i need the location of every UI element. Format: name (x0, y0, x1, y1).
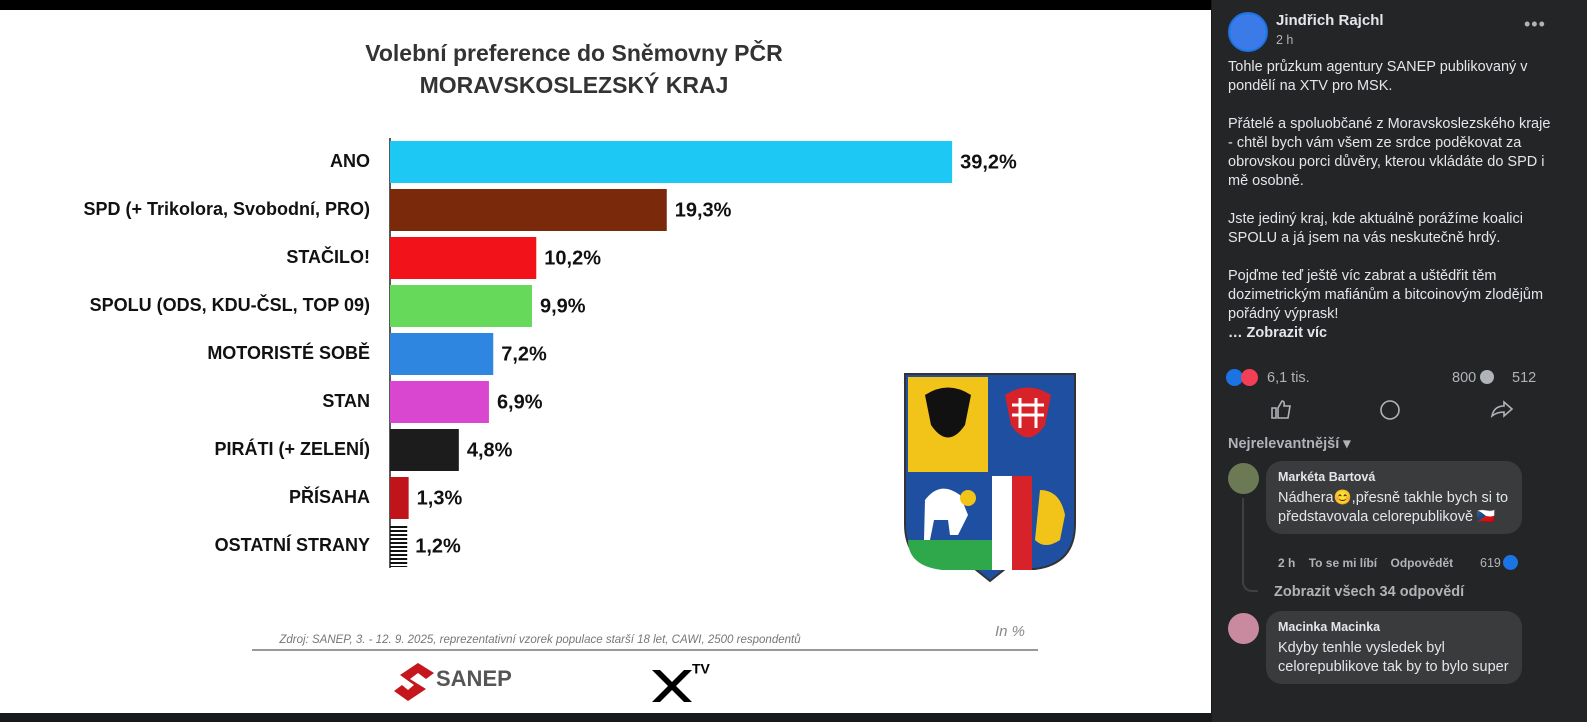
chart-background (0, 10, 1211, 713)
comment-like-icon (1503, 555, 1518, 570)
comment-like[interactable]: To se mi líbí (1308, 556, 1378, 570)
paragraph: Pojďme teď ještě víc zabrat a uštědřit t… (1228, 268, 1544, 322)
category-label: OSTATNÍ STRANY (215, 534, 370, 555)
author[interactable]: Jindřich Rajchl (1276, 12, 1384, 29)
comment-avatar[interactable] (1228, 463, 1259, 494)
bar (390, 189, 667, 231)
chart-title: Volební preference do Sněmovny PČR (365, 39, 783, 66)
category-label: STAČILO! (286, 246, 370, 267)
category-label: SPD (+ Trikolora, Svobodní, PRO) (83, 199, 370, 219)
bar (390, 525, 408, 567)
like-button[interactable] (1271, 400, 1291, 419)
view-replies[interactable]: Zobrazit všech 34 odpovědí (1274, 584, 1465, 600)
chart-subtitle: MORAVSKOSLEZSKÝ KRAJ (420, 71, 729, 98)
category-label: ANO (330, 151, 370, 171)
category-label: PŘÍSAHA (289, 486, 370, 507)
value-label: 1,2% (415, 535, 461, 557)
comment-avatar[interactable] (1228, 613, 1259, 644)
comment-text: Nádhera😊,přesně takhle bych si to předst… (1278, 490, 1509, 525)
thread-line (1242, 498, 1258, 592)
paragraph: Přátelé a spoluobčané z Moravskoslezskéh… (1228, 116, 1551, 189)
category-label: MOTORISTÉ SOBĚ (207, 342, 370, 363)
post-panel: Jindřich Rajchl 2 h ••• Tohle průzkum ag… (1212, 0, 1587, 722)
love-icon (1241, 369, 1258, 386)
paragraph: Jste jediný kraj, kde aktuálně porážíme … (1228, 211, 1523, 246)
post-text: Tohle průzkum agentury SANEP publikovaný… (1228, 58, 1553, 343)
value-label: 6,9% (497, 391, 543, 413)
top-bar (0, 0, 1211, 10)
sort[interactable]: Nejrelevantnější ▾ (1228, 436, 1351, 452)
bar (390, 477, 409, 519)
comment-text: Kdyby tenhle vysledek byl celorepublikov… (1278, 640, 1509, 675)
comment: Macinka Macinka Kdyby tenhle vysledek by… (1266, 611, 1522, 684)
reactions[interactable]: 6,1 tis. (1267, 370, 1310, 386)
bar (390, 285, 532, 327)
value-label: 19,3% (675, 199, 732, 221)
category-label: STAN (322, 391, 370, 411)
share-button[interactable] (1490, 400, 1514, 418)
category-label: PIRÁTI (+ ZELENÍ) (214, 438, 370, 459)
value-label: 1,3% (417, 487, 463, 509)
logo-text: SANEP (436, 666, 512, 691)
bar (390, 381, 489, 423)
sort-label[interactable]: Nejrelevantnější (1228, 436, 1340, 452)
bar (390, 237, 537, 279)
paragraph: Tohle průzkum agentury SANEP publikovaný… (1228, 59, 1528, 94)
shares-count[interactable]: 512 (1512, 370, 1537, 386)
category-label: SPOLU (ODS, KDU-ČSL, TOP 09) (90, 294, 370, 315)
bar (390, 141, 953, 183)
logo-text: TV (692, 661, 711, 677)
chart: Volební preference do Sněmovny PČR MORAV… (0, 10, 1211, 713)
value-label: 9,9% (540, 295, 586, 317)
like-icon (1226, 369, 1243, 386)
value-label: 4,8% (467, 439, 513, 461)
more-button[interactable]: ••• (1524, 14, 1546, 34)
value-label: 10,2% (544, 247, 601, 269)
action-buttons (1271, 400, 1514, 420)
comment: Markéta Bartová Nádhera😊,přesně takhle b… (1266, 461, 1522, 534)
comment-author[interactable]: Markéta Bartová (1278, 470, 1376, 484)
value-label: 39,2% (960, 151, 1017, 173)
comment-meta: 2 h To se mi líbí Odpovědět (1278, 556, 1453, 570)
value-label: 7,2% (501, 343, 547, 365)
xtv-logo: TV (652, 661, 711, 702)
avatar[interactable] (1228, 12, 1268, 52)
coat-of-arms (904, 373, 1076, 583)
comment-button[interactable] (1380, 400, 1400, 420)
comment-icon (1480, 370, 1494, 384)
see-more[interactable]: … Zobrazit víc (1228, 325, 1328, 341)
comment-time[interactable]: 2 h (1278, 556, 1296, 570)
comments-count[interactable]: 800 (1452, 370, 1477, 386)
comment-author[interactable]: Macinka Macinka (1278, 620, 1381, 634)
bar (390, 429, 459, 471)
comment-likes[interactable]: 619 (1480, 556, 1501, 570)
post-time[interactable]: 2 h (1276, 33, 1294, 47)
source: Zdroj: SANEP, 3. - 12. 9. 2025, reprezen… (278, 634, 801, 646)
bar (390, 333, 494, 375)
comment-reply[interactable]: Odpovědět (1390, 556, 1454, 570)
sanep-logo: SANEP (394, 663, 512, 701)
unit-note: In % (995, 623, 1025, 640)
